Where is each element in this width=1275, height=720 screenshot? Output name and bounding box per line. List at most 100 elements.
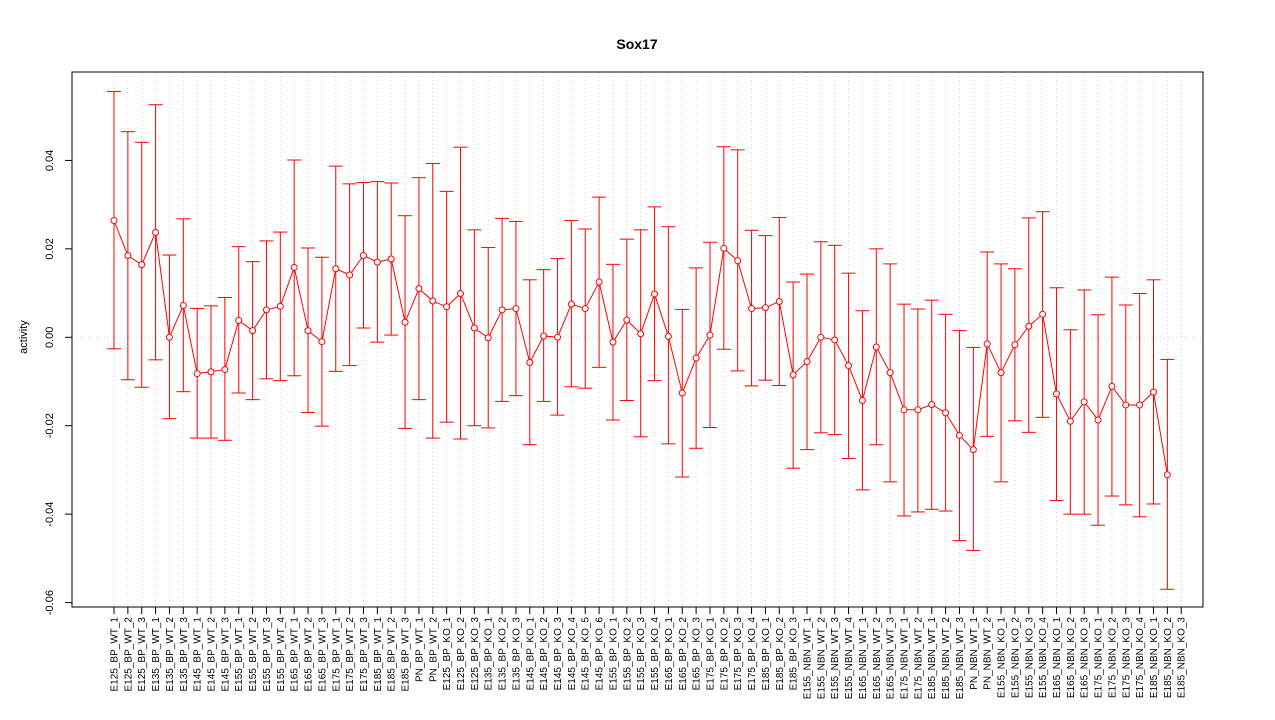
x-tick-label: E165_BP_WT_3	[317, 617, 328, 692]
x-tick-label: E175_NBN_KO_2	[1107, 617, 1118, 699]
data-point	[775, 297, 783, 305]
x-tick-label: E155_NBN_WT_3	[830, 617, 841, 700]
data-point	[1011, 341, 1019, 349]
data-point	[651, 290, 659, 298]
x-tick-label: E185_NBN_KO_1	[1149, 617, 1160, 699]
y-tick-label: 0.04	[44, 150, 56, 171]
x-tick-label: E155_NBN_WT_4	[844, 617, 855, 700]
data-point	[1163, 471, 1171, 479]
data-point	[692, 354, 700, 362]
grid-lines	[113, 72, 1182, 607]
data-point	[165, 333, 173, 341]
data-point	[942, 409, 950, 417]
x-tick-label: E125_BP_WT_1	[110, 617, 121, 692]
data-point	[748, 305, 756, 313]
x-tick-label: E185_BP_WT_1	[373, 617, 384, 692]
data-point	[789, 371, 797, 379]
data-point	[678, 389, 686, 397]
data-point	[609, 338, 617, 346]
x-tick-label: E125_BP_WT_2	[123, 617, 134, 692]
x-tick-label: E135_BP_KO_3	[511, 617, 522, 691]
y-axis-label: activity	[18, 320, 30, 354]
data-point	[900, 406, 908, 414]
x-tick-label: E175_BP_KO_3	[733, 617, 744, 691]
x-tick-label: E155_BP_WT_4	[276, 617, 287, 692]
data-point	[249, 327, 257, 335]
x-tick-label: E125_BP_KO_3	[470, 617, 481, 691]
x-tick-label: E185_NBN_KO_3	[1177, 617, 1188, 699]
data-point	[415, 285, 423, 293]
data-point	[318, 338, 326, 346]
data-point	[761, 304, 769, 312]
data-point	[955, 431, 963, 439]
data-point	[193, 370, 201, 378]
x-tick-label: E145_BP_KO_1	[525, 617, 536, 691]
data-point	[567, 300, 575, 308]
x-tick-label: E155_BP_WT_3	[262, 617, 273, 692]
data-point	[1066, 417, 1074, 425]
data-point	[124, 251, 132, 259]
x-tick-label: E175_BP_WT_2	[345, 617, 356, 692]
x-axis: E125_BP_WT_1 E125_BP_WT_2 E125_BP_WT_3 E135…	[110, 606, 1188, 700]
x-tick-label: E155_NBN_KO_3	[1024, 617, 1035, 699]
x-tick-label: E165_BP_KO_3	[692, 617, 703, 691]
x-tick-label: E145_BP_WT_1	[193, 617, 204, 692]
error-bars	[107, 90, 1175, 590]
x-tick-label: E155_NBN_KO_1	[997, 617, 1008, 699]
data-point	[359, 251, 367, 259]
x-tick-label: E185_NBN_KO_2	[1163, 617, 1174, 699]
x-tick-label: E185_BP_KO_2	[775, 617, 786, 691]
y-tick-label: 0.00	[44, 327, 56, 348]
x-tick-label: PN_BP_WT_1	[414, 617, 425, 682]
x-tick-label: E165_BP_WT_2	[304, 617, 315, 692]
x-tick-label: E165_NBN_KO_1	[1052, 617, 1063, 699]
x-tick-label: E155_BP_WT_2	[248, 617, 259, 692]
x-tick-label: E165_NBN_WT_3	[886, 617, 897, 700]
x-tick-label: E185_NBN_WT_3	[955, 617, 966, 700]
data-point	[595, 278, 603, 286]
data-point	[914, 406, 922, 414]
data-point	[235, 316, 243, 324]
data-point	[1039, 310, 1047, 318]
data-point	[179, 301, 187, 309]
data-point	[983, 340, 991, 348]
x-tick-label: E125_BP_KO_1	[442, 617, 453, 691]
x-tick-label: E165_NBN_KO_2	[1066, 617, 1077, 699]
data-point	[720, 244, 728, 252]
x-tick-label: E155_NBN_KO_4	[1038, 617, 1049, 699]
data-point	[276, 302, 284, 310]
data-point	[1094, 416, 1102, 424]
y-tick-label: -0.06	[44, 590, 56, 615]
data-point	[262, 306, 270, 314]
x-tick-label: E145_BP_KO_3	[553, 617, 564, 691]
x-tick-label: E175_BP_WT_3	[359, 617, 370, 692]
x-tick-label: E135_BP_WT_2	[165, 617, 176, 692]
data-point	[373, 258, 381, 266]
x-tick-label: E175_BP_WT_1	[331, 617, 342, 692]
x-tick-label: E125_BP_WT_3	[137, 617, 148, 692]
data-point	[1080, 398, 1088, 406]
x-tick-label: E165_NBN_WT_1	[858, 617, 869, 700]
data-point	[332, 265, 340, 273]
y-axis: -0.06 -0.04 -0.02 0.00 0.02 0.04	[44, 150, 73, 615]
data-point	[706, 331, 714, 339]
x-tick-label: E135_BP_KO_1	[484, 617, 495, 691]
data-point	[734, 257, 742, 265]
x-tick-label: E135_BP_WT_1	[151, 617, 162, 692]
data-point	[152, 229, 160, 236]
x-tick-label: E155_BP_WT_1	[234, 617, 245, 692]
data-point	[484, 334, 492, 342]
data-point	[470, 324, 478, 332]
x-tick-label: E145_BP_KO_6	[595, 617, 606, 691]
x-tick-label: E165_BP_WT_1	[290, 617, 301, 692]
data-point	[831, 336, 839, 344]
y-tick-label: -0.02	[44, 413, 56, 438]
x-tick-label: E175_NBN_KO_1	[1094, 617, 1105, 699]
x-tick-label: E145_BP_KO_4	[567, 617, 578, 691]
data-point	[997, 369, 1005, 377]
data-point	[845, 362, 853, 370]
x-tick-label: E185_BP_WT_2	[387, 617, 398, 692]
x-tick-label: E175_NBN_KO_3	[1121, 617, 1132, 699]
data-point	[803, 358, 811, 366]
